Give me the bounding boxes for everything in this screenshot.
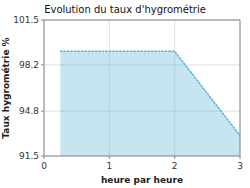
x-tick [109,156,110,159]
plot-frame [44,20,240,156]
y-tick-label: 91.5 [19,151,39,161]
chart-container: 91.5 94.8 98.2 101.5 0 1 2 3 heure par heure Taux… [0,0,250,188]
y-tick-label: 98.2 [19,60,39,70]
x-tick-label: 3 [237,161,243,171]
chart: 91.5 94.8 98.2 101.5 0 1 2 3 heure par heure Taux… [0,0,250,188]
x-tick-label: 2 [172,161,178,171]
y-tick [41,64,44,65]
grid [44,20,240,156]
x-tick [44,156,45,159]
y-tick-label: 94.8 [19,106,39,116]
chart-title: Evolution du taux d'hygrométrie [44,4,206,15]
x-tick [174,156,175,159]
area-line [60,51,240,135]
x-tick-label: 1 [106,161,112,171]
area-fill [60,51,240,156]
x-axis-label: heure par heure [101,175,183,185]
axes: 91.5 94.8 98.2 101.5 0 1 2 3 [13,15,243,171]
y-tick [41,20,44,21]
x-tick-label: 0 [41,161,47,171]
plot-area [60,51,240,156]
y-tick-label: 101.5 [13,15,39,25]
y-tick [41,111,44,112]
y-axis-label: Taux hygrométrie % [1,37,11,138]
x-tick [240,156,241,159]
